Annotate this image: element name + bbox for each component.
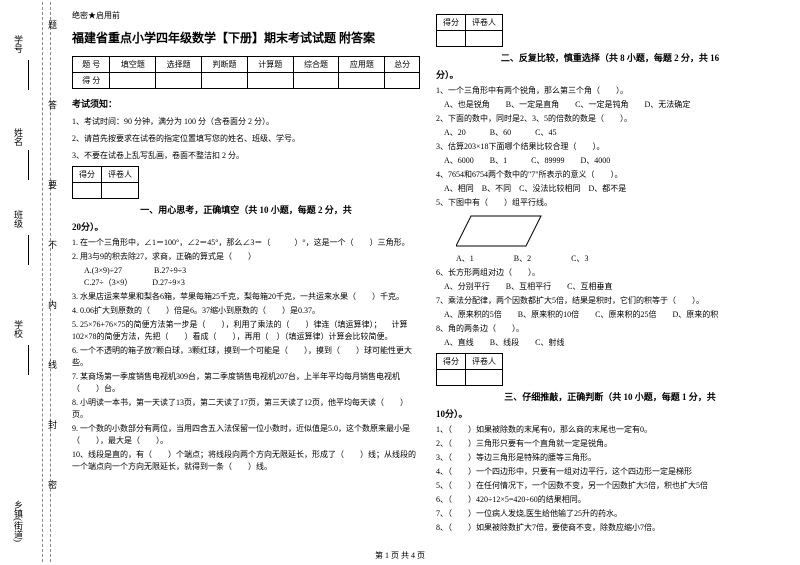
mini-score-label-3: 得分 — [437, 354, 466, 370]
question: 2、（ ）三角形只要有一个直角就一定是锐角。 — [436, 438, 784, 450]
question: 8、（ ）如果被除数扩大7倍，要使商不变，除数应缩小7倍。 — [436, 522, 784, 534]
gutter-char: 线 — [46, 360, 59, 369]
mini-grader-label: 评卷人 — [102, 167, 139, 183]
question: A、20 B、60 C、45 — [436, 127, 784, 139]
right-column: 得分评卷人 二、反复比较，慎重选择（共 8 小题，每题 2 分，共 16 分）。… — [428, 10, 792, 561]
gutter-label: 姓名 — [12, 128, 25, 146]
question: 6. 一个不透明的箱子放7颗白球，3颗红球，摸到一个可能是（ ），摸到（ ）球可… — [72, 345, 420, 369]
binding-gutter: 学号姓名班级学校乡镇(街道) 题答要不内线封密 — [0, 0, 60, 565]
notice-title: 考试须知： — [72, 97, 420, 110]
gutter-line — [28, 60, 29, 90]
question: 6、（ ）420÷12×5=420÷60的结果相同。 — [436, 494, 784, 506]
question: 3、（ ）等边三角形是特殊的腰等三角形。 — [436, 452, 784, 464]
mini-grader-label-2: 评卷人 — [466, 15, 503, 31]
question: 7、（ ）一位病人发烧,医生给他输了25升的药水。 — [436, 508, 784, 520]
gutter-char: 不 — [46, 240, 59, 249]
secret-label: 绝密★启用前 — [72, 10, 420, 21]
question: 6、长方形两组对边（ ）。 — [436, 267, 784, 279]
score-head-cell: 填空题 — [110, 57, 156, 73]
gutter-label: 班级 — [12, 210, 25, 228]
mini-score-label-2: 得分 — [437, 15, 466, 31]
question: 5、（ ）在任何情况下，一个因数不变，另一个因数扩大5倍，积也扩大5倍 — [436, 480, 784, 492]
gutter-char: 题 — [46, 20, 59, 29]
page-footer: 第 1 页 共 4 页 — [0, 550, 800, 561]
left-column: 绝密★启用前 福建省重点小学四年级数学【下册】期末考试试题 附答案 题 号填空题… — [64, 10, 428, 561]
question: 5. 25×76+76×75的简便方法第一步是（ ），利用了乘法的（ ）律连（填… — [72, 319, 420, 343]
exam-title: 福建省重点小学四年级数学【下册】期末考试试题 附答案 — [72, 29, 420, 46]
question: 1. 在一个三角形中，∠1＝100°，∠2＝45°，那么∠3＝（ ）°，这是一个… — [72, 237, 420, 249]
section-2-head: 二、反复比较，慎重选择（共 8 小题，每题 2 分，共 16 — [436, 51, 784, 64]
question: 1、（ ）如果被除数的末尾有0，那么商的末尾也一定有0。 — [436, 424, 784, 436]
question: 3. 水果店运来苹果和梨各6箱，苹果每箱25千克，梨每箱20千克，一共运来水果（… — [72, 291, 420, 303]
score-head-cell: 综合题 — [293, 57, 339, 73]
question: 4、7654和6754两个数中的"7"所表示的意义（ ）。 — [436, 169, 784, 181]
gutter-label: 学校 — [12, 320, 25, 338]
score-table: 题 号填空题选择题判断题计算题综合题应用题总分 得 分 — [72, 56, 420, 89]
section-3-questions: 1、（ ）如果被除数的末尾有0，那么商的末尾也一定有0。 2、（ ）三角形只要有一… — [436, 424, 784, 534]
main-content: 绝密★启用前 福建省重点小学四年级数学【下册】期末考试试题 附答案 题 号填空题… — [60, 0, 800, 565]
section-1-cont: 20分）。 — [72, 220, 420, 233]
section-1-head: 一、用心思考，正确填空（共 10 小题，每题 2 分，共 — [72, 203, 420, 216]
dash-line-1 — [42, 2, 43, 562]
mini-score-3: 得分评卷人 — [436, 353, 503, 386]
question: 4、（ ）一个四边形中，只要有一组对边平行，这个四边形一定是梯形 — [436, 466, 784, 478]
score-head-cell: 题 号 — [73, 57, 110, 73]
notice-item: 2、请首先按要求在试卷的指定位置填写您的姓名、班级、学号。 — [72, 133, 420, 146]
gutter-line — [28, 235, 29, 265]
section-3-cont: 10分）。 — [436, 407, 784, 420]
score-head-cell: 总分 — [385, 57, 420, 73]
option: A.(3×9)÷27 B.27÷9÷3 — [84, 265, 420, 277]
question: 3、估算203×18下面哪个结果比较合理（ ）。 — [436, 141, 784, 153]
notice-list: 1、考试时间：90 分钟，满分为 100 分（含卷面分 2 分）。 2、请首先按要… — [72, 116, 420, 162]
gutter-char: 封 — [46, 420, 59, 429]
question: 10、线段是直的，有（ ）个端点；将线段向两个方向无限延长，形成了（ ）线；从线… — [72, 449, 420, 473]
score-head-cell: 应用题 — [339, 57, 385, 73]
gutter-label: 学号 — [12, 35, 25, 53]
gutter-char: 内 — [46, 300, 59, 309]
question: 4. 0.06扩大到原数的（ ）倍是6。37缩小到原数的（ ）是0.37。 — [72, 305, 420, 317]
gutter-char: 答 — [46, 100, 59, 109]
notice-item: 1、考试时间：90 分钟，满分为 100 分（含卷面分 2 分）。 — [72, 116, 420, 129]
parallelogram-figure — [456, 211, 546, 251]
question: 2. 用3与9的积去除27，求商，正确的算式是（ ） — [72, 251, 420, 263]
question: 7、乘法分配律，两个因数都扩大5倍，结果是积时，它们的积等于（ ）。 — [436, 295, 784, 307]
gutter-line — [28, 345, 29, 375]
score-row-label: 得 分 — [73, 73, 110, 89]
question: 2、下面的数中，同时是2、3、5的倍数的数是（ ）。 — [436, 113, 784, 125]
gutter-line — [28, 150, 29, 180]
section-2-cont: 分）。 — [436, 68, 784, 81]
section-2-part1: 1、一个三角形中有两个锐角，那么第三个角（ ）。 A、也是锐角 B、一定是直角 … — [436, 85, 784, 209]
gutter-char: 密 — [46, 480, 59, 489]
question: 8、角的两条边（ ）。 — [436, 323, 784, 335]
mini-score-label: 得分 — [73, 167, 102, 183]
section-1-questions: 1. 在一个三角形中，∠1＝100°，∠2＝45°，那么∠3＝（ ）°，这是一个… — [72, 237, 420, 473]
question: A、直线 B、线段 C、射线 — [436, 337, 784, 349]
gutter-char: 要 — [46, 180, 59, 189]
question: A、也是锐角 B、一定是直角 C、一定是钝角 D、无法确定 — [436, 99, 784, 111]
mini-score-2: 得分评卷人 — [436, 14, 503, 47]
option: C.27÷（3×9） D.27÷9×3 — [84, 277, 420, 289]
score-head-cell: 判断题 — [202, 57, 248, 73]
gutter-label: 乡镇(街道) — [12, 500, 25, 542]
notice-item: 3、不要在试卷上乱写乱画，卷面不整洁扣 2 分。 — [72, 150, 420, 163]
q5-options: A、1 B、2 C、3 — [448, 253, 784, 265]
score-head-cell: 选择题 — [156, 57, 202, 73]
question: A、6000 B、1 C、89999 D、4000 — [436, 155, 784, 167]
question: A、分别平行 B、互相平行 C、互相垂直 — [436, 281, 784, 293]
question: 5、下图中有（ ）组平行线。 — [436, 197, 784, 209]
section-2-part2: 6、长方形两组对边（ ）。 A、分别平行 B、互相平行 C、互相垂直 7、乘法分配… — [436, 267, 784, 349]
question: 7. 某商场第一季度销售电视机309台，第二季度销售电视机207台，上半年平均每… — [72, 371, 420, 395]
score-value-row: 得 分 — [73, 73, 420, 89]
question: 1、一个三角形中有两个锐角，那么第三个角（ ）。 — [436, 85, 784, 97]
score-head-cell: 计算题 — [247, 57, 293, 73]
question: A、原来积的5倍 B、原来积的10倍 C、原来积的25倍 D、原来的积 — [436, 309, 784, 321]
question: 9. 一个数的小数部分有两位，当用四舍五入法保留一位小数时，近似值是5.0，这个… — [72, 423, 420, 447]
mini-score-1: 得分评卷人 — [72, 166, 139, 199]
section-3-head: 三、仔细推敲，正确判断（共 10 小题，每题 1 分，共 — [436, 390, 784, 403]
score-head-row: 题 号填空题选择题判断题计算题综合题应用题总分 — [73, 57, 420, 73]
dash-line-2 — [50, 2, 51, 562]
question: 8. 小明读一本书，第一天读了13页，第二天读了17页，第三天读了12页，他平均… — [72, 397, 420, 421]
question: A、相同 B、不同 C、没法比较相同 D、都不是 — [436, 183, 784, 195]
mini-grader-label-3: 评卷人 — [466, 354, 503, 370]
